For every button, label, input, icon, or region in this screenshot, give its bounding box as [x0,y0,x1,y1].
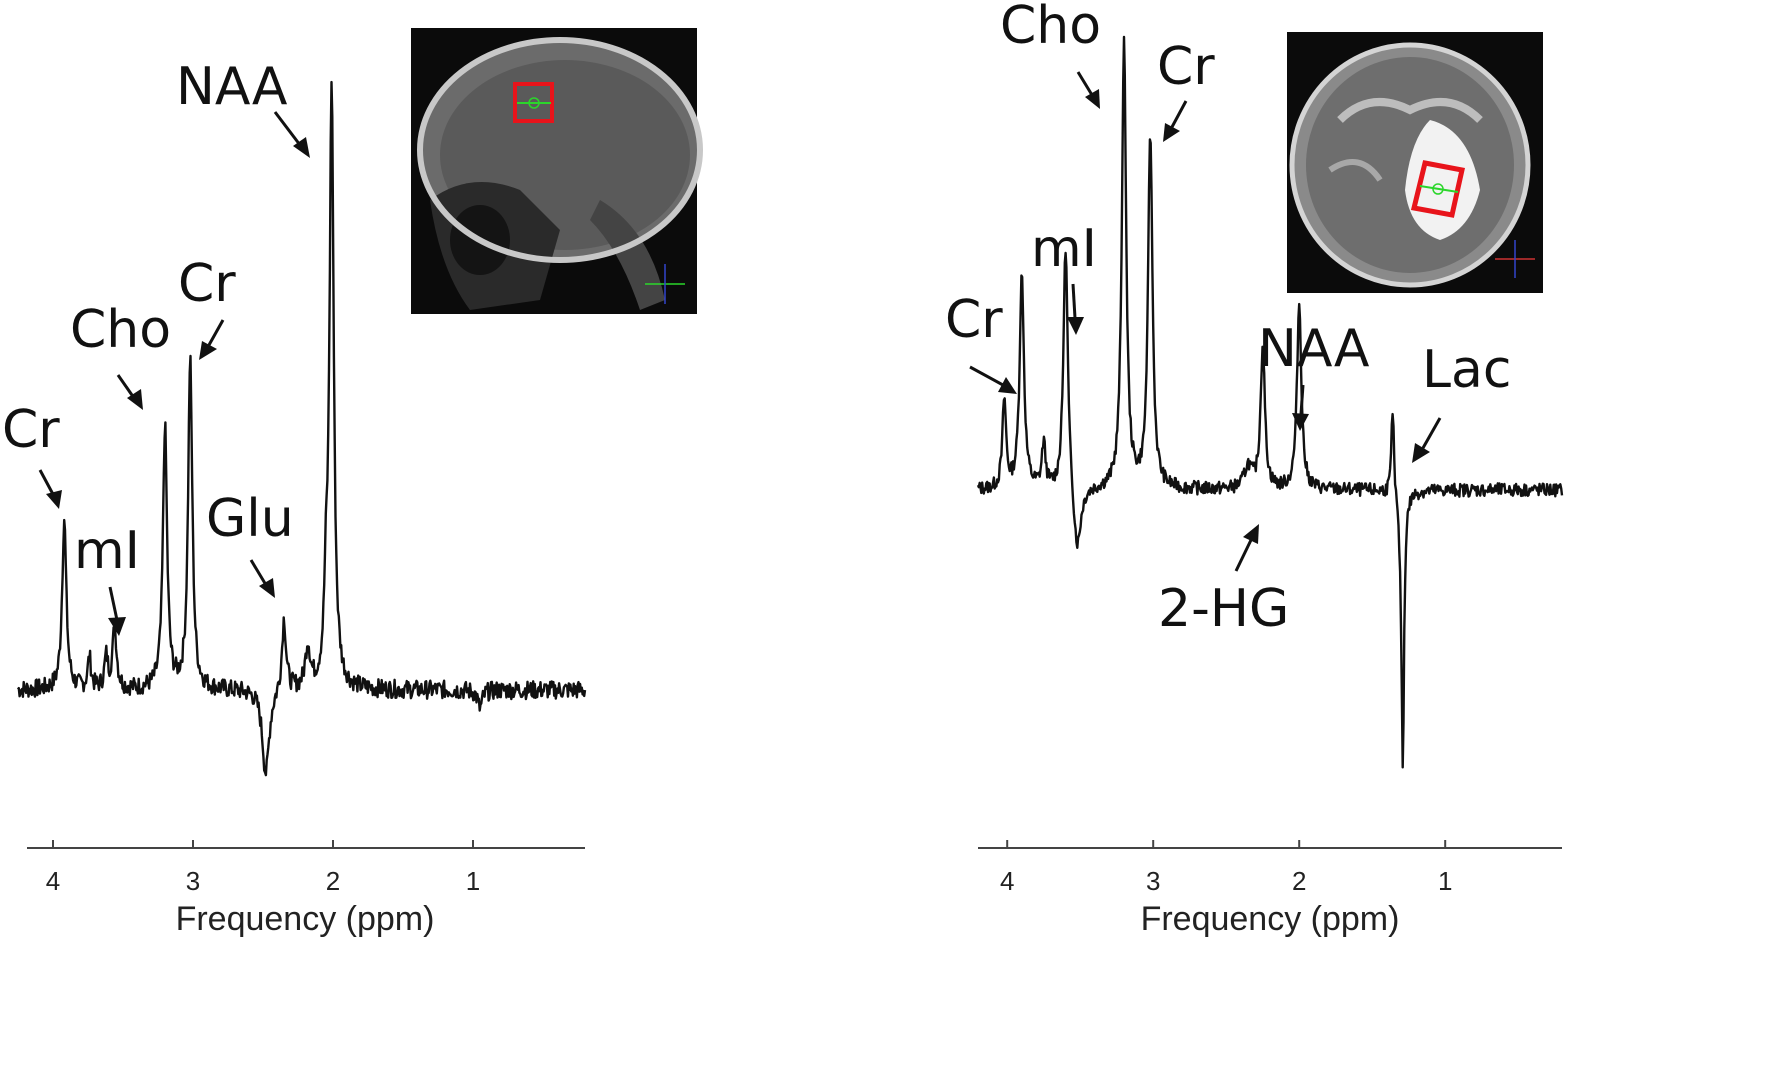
left-label-cho: Cho [70,300,171,360]
right-label-2hg: 2-HG [1158,579,1289,639]
right-label-naa: NAA [1258,319,1370,379]
right-label-cho: Cho [1000,0,1101,56]
left-label-cr-a: Cr [2,400,60,460]
left-mri-inset [411,28,703,314]
right-label-cr-a: Cr [945,290,1003,350]
left-x-axis-title: Frequency (ppm) [176,900,435,938]
left-label-cr-b: Cr [178,254,236,314]
x-tick-label: 2 [326,866,340,896]
right-x-axis-title: Frequency (ppm) [1141,900,1400,938]
x-tick-label: 1 [466,866,480,896]
x-tick-label: 3 [186,866,200,896]
left-x-ticks: 4 3 2 1 [46,840,480,896]
left-spectrum-panel: 4 3 2 1 Frequency (ppm) Cr mI Cho Cr Glu NA… [2,28,703,938]
left-label-glu: Glu [206,489,294,549]
right-mri-inset [1287,32,1543,293]
right-arrows [969,71,1442,572]
x-tick-label: 4 [46,866,60,896]
left-label-mi: mI [74,521,140,581]
right-spectrum-panel: 4 3 2 1 Frequency (ppm) Cho Cr mI Cr NAA La… [945,0,1564,938]
x-tick-label: 2 [1292,866,1306,896]
right-voxel-box [1410,160,1466,218]
left-voxel-box [513,82,554,123]
x-tick-label: 3 [1146,866,1160,896]
right-label-lac: Lac [1422,340,1511,400]
right-label-mi: mI [1031,219,1097,279]
left-label-naa: NAA [176,57,288,117]
right-spectrum-trace [976,35,1564,769]
right-x-ticks: 4 3 2 1 [1000,840,1452,896]
left-arrows [38,111,310,636]
x-tick-label: 1 [1438,866,1452,896]
x-tick-label: 4 [1000,866,1014,896]
right-label-cr-b: Cr [1157,37,1215,97]
left-spectrum-trace [16,80,587,777]
